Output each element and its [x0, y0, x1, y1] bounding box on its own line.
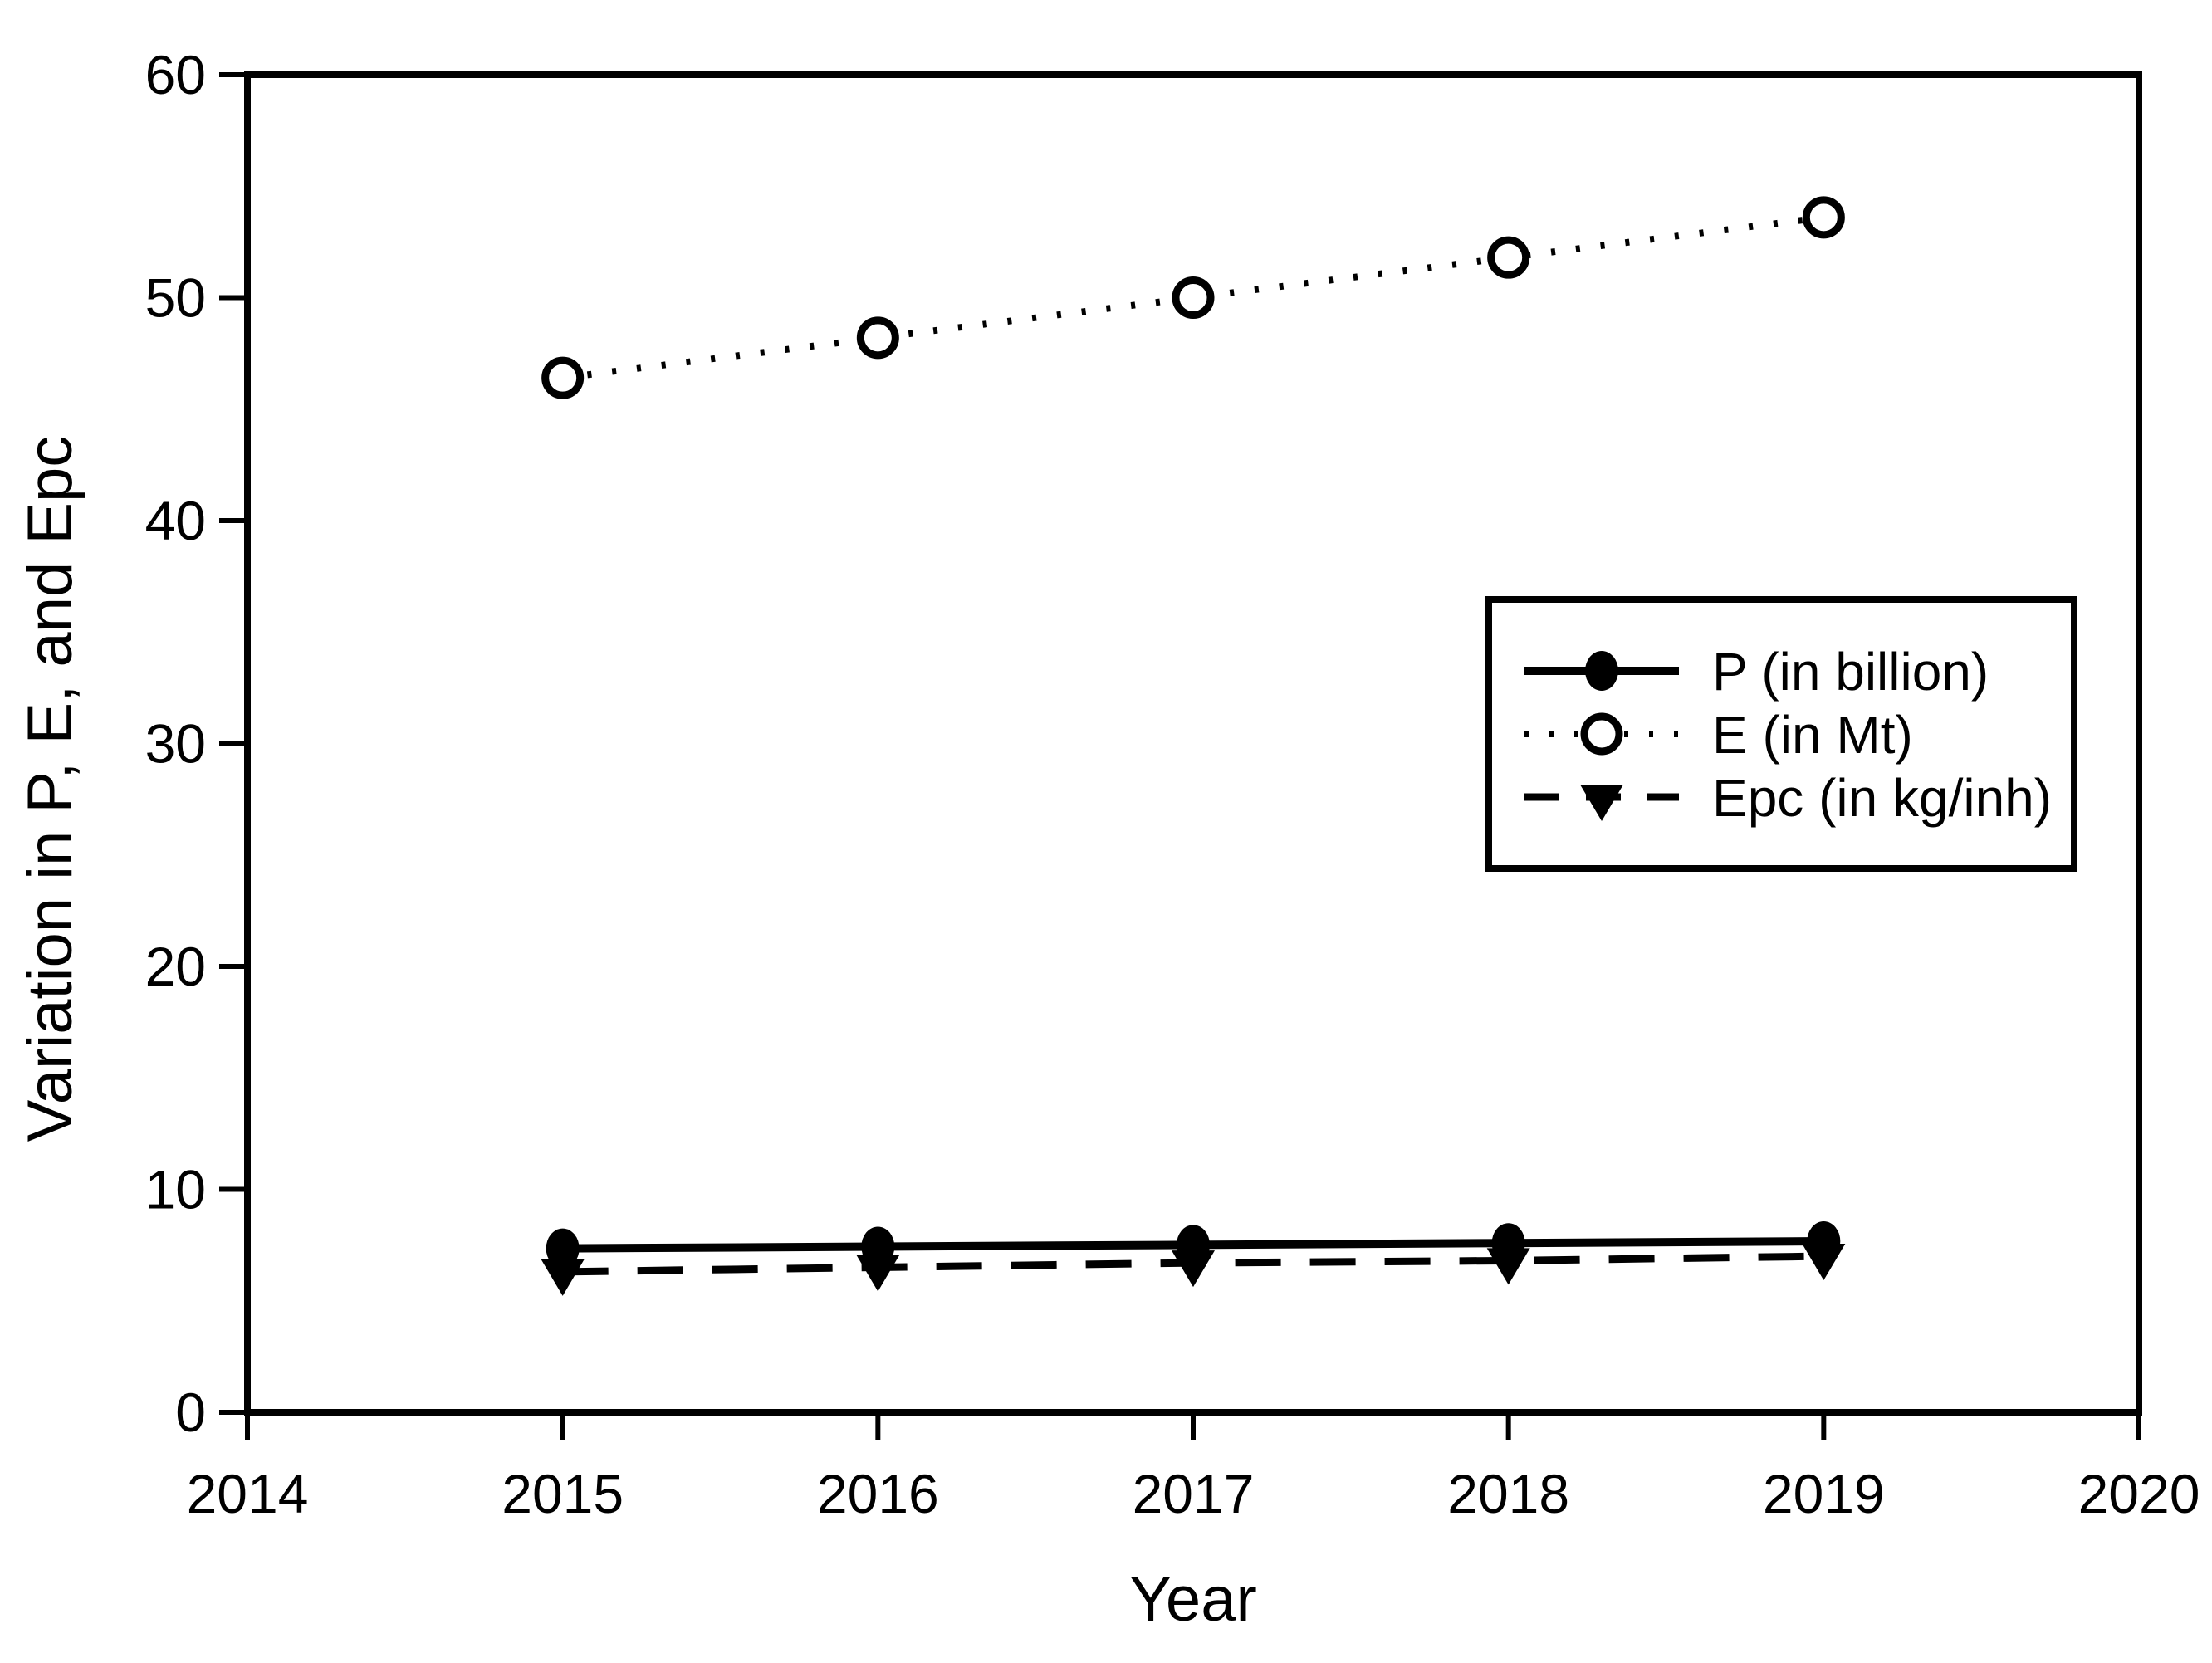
plot-area-border	[244, 71, 2142, 1416]
y-tick-label: 30	[145, 713, 206, 775]
data-point-E	[856, 316, 899, 360]
data-point-E	[1172, 276, 1215, 319]
data-point-Epc	[1486, 1248, 1530, 1285]
x-tick-label: 2014	[187, 1463, 309, 1524]
data-point-P	[546, 1228, 580, 1269]
x-axis-title: Year	[1129, 1564, 1257, 1635]
data-point-Epc	[541, 1259, 585, 1296]
data-point-E	[541, 356, 585, 399]
y-tick-label: 20	[145, 936, 206, 997]
legend-marker	[1580, 785, 1623, 821]
y-tick-label: 10	[145, 1159, 206, 1220]
legend-marker	[1585, 651, 1618, 691]
data-point-Epc	[1172, 1250, 1215, 1288]
legend-label: Epc (in kg/inh)	[1712, 768, 2052, 828]
axis-ticks	[219, 72, 2141, 1440]
legend: P (in billion)E (in Mt)Epc (in kg/inh)	[1485, 596, 2077, 872]
y-tick-label: 40	[145, 490, 206, 551]
y-tick-label: 50	[145, 267, 206, 329]
x-tick-label: 2019	[1763, 1463, 1885, 1524]
axis-tick-labels: 2014 2015 2016 2017 2018 2019 2020 0 10 20 30 40 50 6…	[145, 44, 2200, 1524]
data-point-Epc	[856, 1255, 900, 1292]
data-point-Epc	[1802, 1244, 1846, 1281]
y-tick-label: 60	[145, 44, 206, 105]
legend-marker	[1580, 712, 1623, 756]
x-tick-label: 2020	[2078, 1463, 2200, 1524]
y-tick-label: 0	[175, 1382, 206, 1443]
x-tick-label: 2018	[1447, 1463, 1569, 1524]
legend-label: E (in Mt)	[1712, 705, 1913, 765]
x-tick-label: 2015	[502, 1463, 624, 1524]
x-tick-label: 2017	[1133, 1463, 1255, 1524]
x-tick-label: 2016	[817, 1463, 939, 1524]
legend-label: P (in billion)	[1712, 642, 1989, 702]
plot-border	[244, 71, 2142, 1416]
data-series-layer	[541, 196, 1846, 1296]
data-point-E	[1487, 236, 1530, 279]
data-point-E	[1802, 196, 1845, 239]
y-axis-title: Variation in P, E, and Epc	[15, 436, 86, 1142]
